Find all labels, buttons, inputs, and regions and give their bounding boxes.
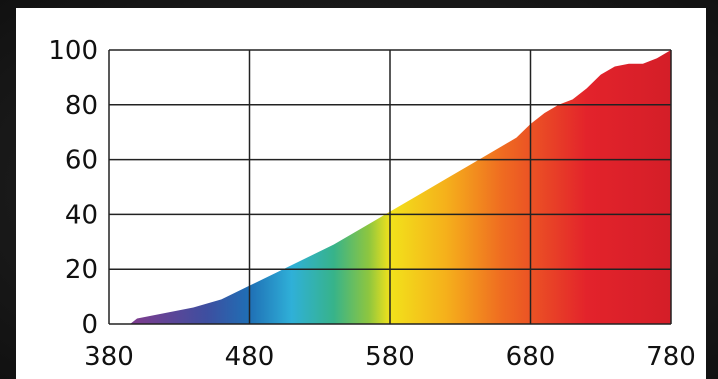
x-tick-label: 580 — [365, 342, 415, 372]
x-tick-label: 480 — [225, 342, 275, 372]
x-tick-label: 380 — [84, 342, 134, 372]
x-tick-label: 780 — [646, 342, 696, 372]
y-tick-label: 80 — [65, 91, 98, 121]
chart-panel: 380 480 580 680 780 100 80 60 40 20 0 — [16, 8, 706, 379]
y-tick-label: 0 — [81, 310, 98, 340]
y-tick-label: 40 — [65, 200, 98, 230]
y-tick-label: 100 — [48, 36, 98, 66]
spectrum-chart: 380 480 580 680 780 100 80 60 40 20 0 — [48, 36, 696, 372]
y-tick-label: 20 — [65, 255, 98, 285]
x-tick-label: 680 — [506, 342, 556, 372]
y-tick-label: 60 — [65, 146, 98, 176]
